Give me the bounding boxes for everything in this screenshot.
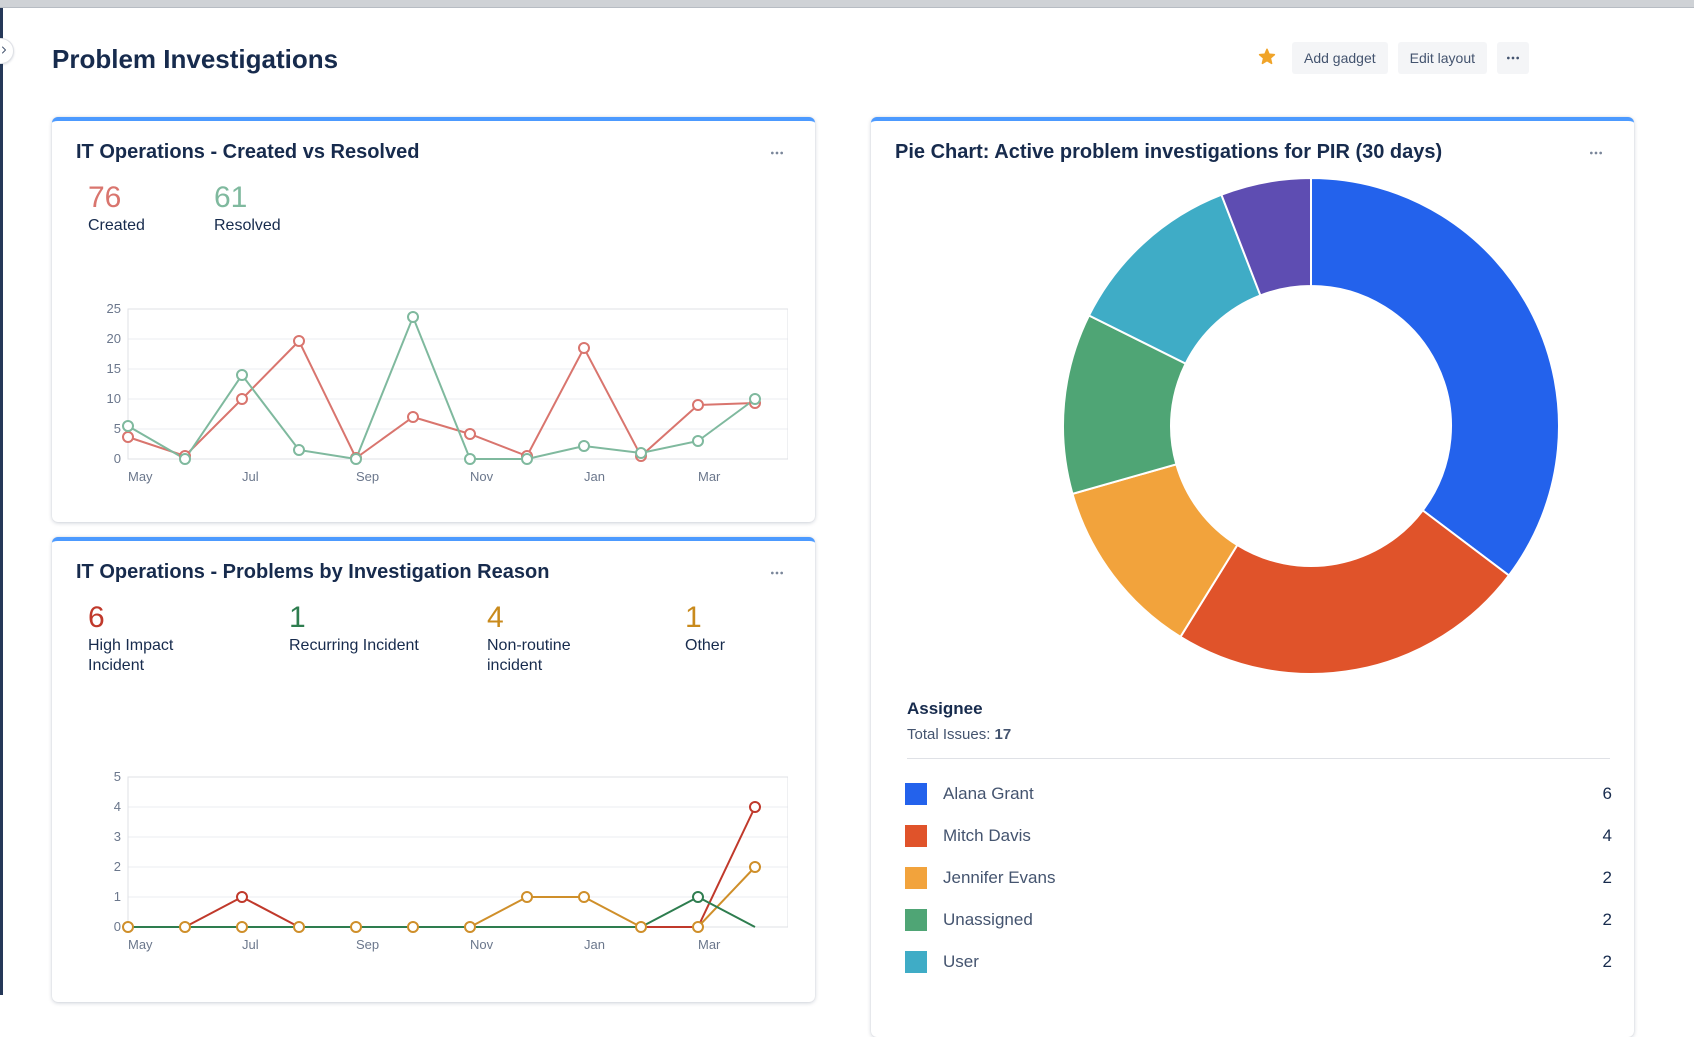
svg-text:May: May: [128, 469, 153, 484]
svg-text:Jul: Jul: [242, 469, 259, 484]
svg-text:Jan: Jan: [584, 469, 605, 484]
svg-text:Mar: Mar: [698, 469, 721, 484]
svg-text:4: 4: [114, 799, 121, 814]
svg-text:Sep: Sep: [356, 469, 379, 484]
svg-text:Nov: Nov: [470, 469, 494, 484]
svg-text:3: 3: [114, 829, 121, 844]
svg-text:2: 2: [114, 859, 121, 874]
svg-text:Mar: Mar: [698, 937, 721, 952]
svg-text:5: 5: [114, 769, 121, 784]
svg-text:25: 25: [107, 301, 121, 316]
svg-text:0: 0: [114, 919, 121, 934]
svg-text:10: 10: [107, 391, 121, 406]
svg-text:20: 20: [107, 331, 121, 346]
svg-text:Jan: Jan: [584, 937, 605, 952]
svg-text:Jul: Jul: [242, 937, 259, 952]
svg-text:May: May: [128, 937, 153, 952]
svg-text:Nov: Nov: [470, 937, 494, 952]
svg-text:15: 15: [107, 361, 121, 376]
svg-text:Sep: Sep: [356, 937, 379, 952]
svg-text:0: 0: [114, 451, 121, 466]
svg-text:1: 1: [114, 889, 121, 904]
svg-text:5: 5: [114, 421, 121, 436]
